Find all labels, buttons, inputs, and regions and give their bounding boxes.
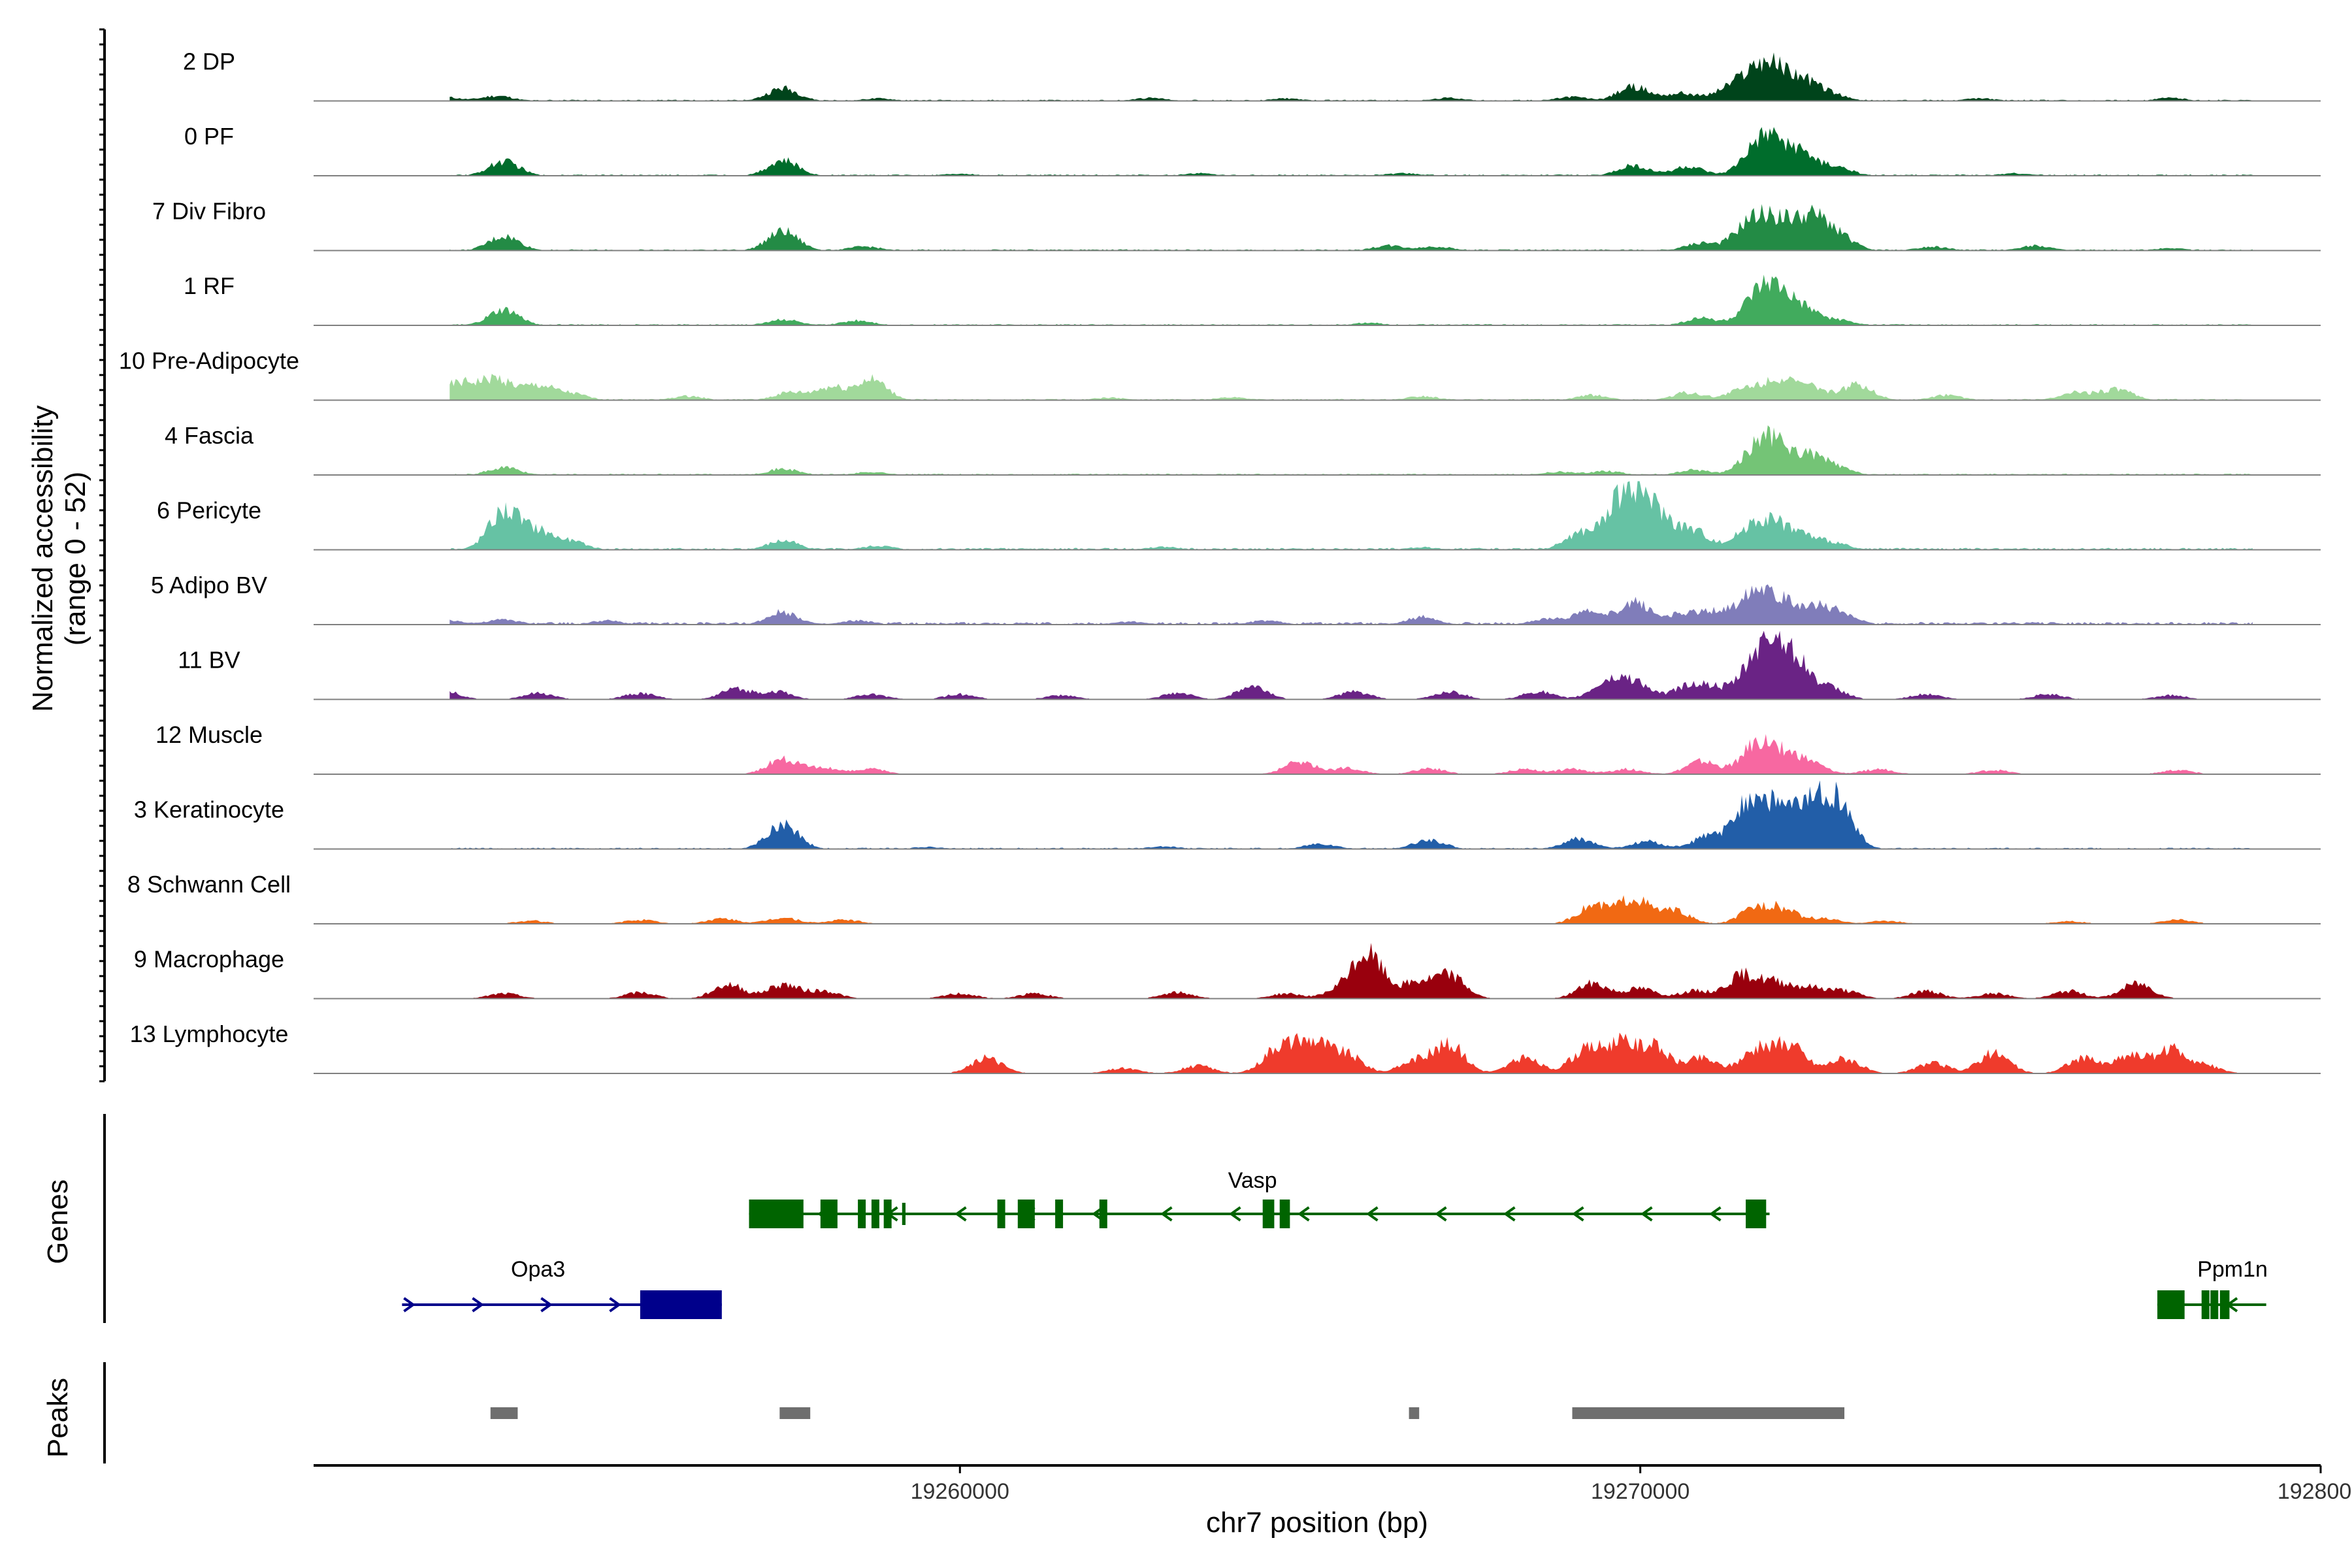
- track-signal: [449, 481, 2253, 550]
- track-label: 12 Muscle: [155, 721, 263, 748]
- track-4: 10 Pre-Adipocyte: [119, 348, 2321, 401]
- gene-label: Opa3: [511, 1257, 565, 1282]
- track-signal: [449, 52, 2253, 101]
- strand-chevron: [403, 1297, 416, 1313]
- track-0: 2 DP: [183, 48, 2321, 102]
- exon: [883, 1200, 892, 1228]
- exon: [749, 1200, 804, 1228]
- exon: [2201, 1290, 2210, 1319]
- x-tick-label: 19260000: [911, 1479, 1009, 1504]
- exon: [1262, 1200, 1275, 1228]
- peak-region: [1409, 1407, 1420, 1419]
- exon: [1099, 1200, 1107, 1228]
- peak-track: [103, 1362, 1845, 1463]
- track-signal: [449, 943, 2253, 999]
- strand-chevron: [1229, 1206, 1241, 1222]
- exon: [1279, 1200, 1290, 1228]
- track-2: 7 Div Fibro: [152, 198, 2321, 252]
- strand-chevron: [1503, 1206, 1516, 1222]
- track-label: 11 BV: [178, 647, 240, 674]
- track-label: 1 RF: [184, 272, 235, 299]
- track-label: 5 Adipo BV: [151, 572, 267, 598]
- gene-track: Vasp Opa3 Ppm1n: [103, 1114, 2268, 1323]
- track-3: 1 RF: [184, 272, 2321, 326]
- strand-chevron: [540, 1297, 553, 1313]
- exon: [820, 1200, 838, 1228]
- exon: [2219, 1290, 2230, 1319]
- strand-chevron: [609, 1297, 621, 1313]
- strand-chevron: [1641, 1206, 1653, 1222]
- strand-chevron: [955, 1206, 967, 1222]
- y-axis-title-line2: (range 0 - 52): [59, 472, 91, 646]
- track-7: 5 Adipo BV: [151, 572, 2321, 625]
- track-signal: [449, 780, 2253, 849]
- track-label: 9 Macrophage: [134, 946, 284, 973]
- track-label: 0 PF: [184, 123, 234, 150]
- peak-region: [490, 1407, 518, 1419]
- peaks-panel-label: Peaks: [42, 1378, 74, 1458]
- exon: [2157, 1290, 2185, 1319]
- track-10: 3 Keratinocyte: [134, 780, 2321, 850]
- exon: [902, 1203, 906, 1225]
- track-signal: [449, 630, 2253, 700]
- strand-chevron: [472, 1297, 484, 1313]
- track-6: 6 Pericyte: [157, 481, 2321, 551]
- exon: [1017, 1200, 1035, 1228]
- track-signal: [449, 374, 2253, 400]
- peak-region: [1572, 1407, 1845, 1419]
- track-1: 0 PF: [184, 123, 2321, 176]
- x-tick-label: 1928000: [2278, 1479, 2352, 1504]
- track-signal: [449, 127, 2253, 176]
- y-axis-ticks: [99, 28, 106, 1083]
- track-signal: [449, 584, 2253, 625]
- strand-chevron: [1572, 1206, 1584, 1222]
- exon: [1055, 1200, 1064, 1228]
- track-9: 12 Muscle: [155, 721, 2321, 775]
- track-signal: [449, 204, 2253, 251]
- exon: [997, 1200, 1005, 1228]
- exon: [871, 1200, 879, 1228]
- x-tick-label: 19270000: [1591, 1479, 1690, 1504]
- gene-label: Vasp: [1228, 1168, 1277, 1193]
- track-signal: [449, 1032, 2253, 1073]
- track-8: 11 BV: [178, 630, 2321, 700]
- track-signal: [449, 734, 2253, 774]
- track-label: 2 DP: [183, 48, 235, 75]
- strand-chevron: [1298, 1206, 1310, 1222]
- track-label: 3 Keratinocyte: [134, 796, 284, 823]
- track-label: 10 Pre-Adipocyte: [119, 348, 299, 374]
- exon: [1746, 1200, 1767, 1228]
- gene-vasp: Vasp: [749, 1168, 1770, 1228]
- track-label: 7 Div Fibro: [152, 198, 266, 225]
- track-label: 6 Pericyte: [157, 497, 261, 524]
- exon: [2210, 1290, 2219, 1319]
- y-axis-title-line1: Normalized accessibility: [27, 405, 59, 711]
- track-13: 13 Lymphocyte: [130, 1021, 2321, 1074]
- accessibility-tracks: 2 DP 0 PF 7 Div Fibro 1 RF 10 Pre-Adipocyte 4…: [119, 48, 2321, 1074]
- track-5: 4 Fascia: [165, 422, 2321, 476]
- peak-region: [779, 1407, 811, 1419]
- gene-ppm1n: Ppm1n: [2157, 1257, 2268, 1319]
- x-axis-title: chr7 position (bp): [1206, 1507, 1428, 1539]
- track-11: 8 Schwann Cell: [127, 871, 2321, 924]
- strand-chevron: [1160, 1206, 1173, 1222]
- gene-label: Ppm1n: [2197, 1257, 2268, 1282]
- exon: [640, 1290, 722, 1319]
- y-axis-title: Normalized accessibility (range 0 - 52): [27, 405, 91, 711]
- track-signal: [449, 425, 2253, 475]
- track-signal: [449, 274, 2253, 325]
- strand-chevron: [1435, 1206, 1447, 1222]
- strand-chevron: [1366, 1206, 1379, 1222]
- genes-panel-label: Genes: [42, 1179, 74, 1264]
- track-label: 13 Lymphocyte: [130, 1021, 289, 1047]
- gene-opa3: Opa3: [402, 1257, 722, 1319]
- track-label: 8 Schwann Cell: [127, 871, 291, 898]
- exon: [858, 1200, 866, 1228]
- track-label: 4 Fascia: [165, 422, 254, 449]
- track-12: 9 Macrophage: [134, 943, 2321, 1000]
- strand-chevron: [1709, 1206, 1722, 1222]
- x-axis: 19260000 19270000 1928000: [314, 1464, 2352, 1504]
- track-signal: [449, 895, 2253, 924]
